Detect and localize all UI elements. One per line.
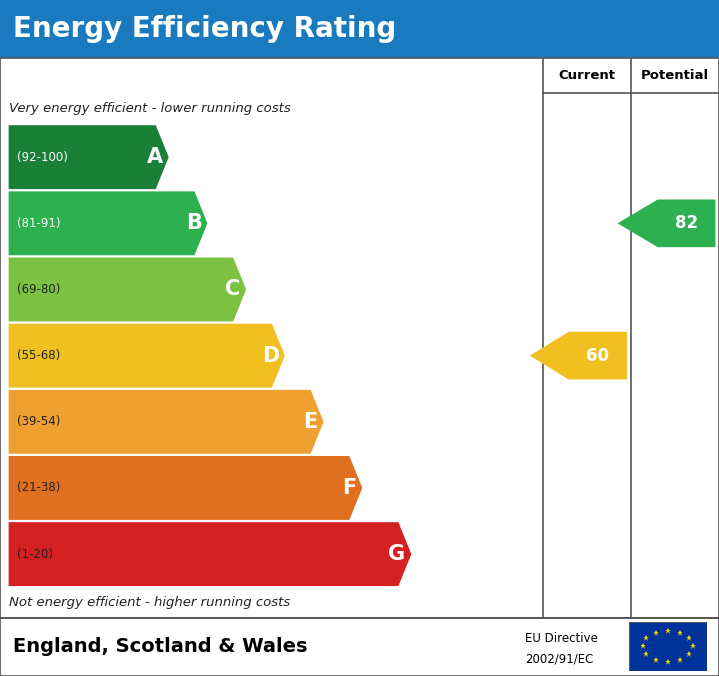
Polygon shape [9, 324, 285, 387]
Polygon shape [9, 522, 411, 586]
Polygon shape [9, 456, 362, 520]
Text: Current: Current [558, 69, 615, 82]
Polygon shape [9, 258, 246, 322]
Text: Energy Efficiency Rating: Energy Efficiency Rating [13, 15, 396, 43]
Text: F: F [342, 478, 357, 498]
Text: 82: 82 [675, 214, 698, 233]
Text: C: C [225, 279, 240, 299]
Text: E: E [303, 412, 318, 432]
Text: (81-91): (81-91) [17, 217, 61, 230]
Polygon shape [9, 191, 207, 256]
Polygon shape [618, 199, 715, 247]
Text: (21-38): (21-38) [17, 481, 60, 494]
Text: A: A [147, 147, 163, 167]
Text: (1-20): (1-20) [17, 548, 53, 560]
Polygon shape [530, 332, 627, 379]
Text: G: G [388, 544, 406, 564]
Text: Not energy efficient - higher running costs: Not energy efficient - higher running co… [9, 596, 290, 609]
Text: D: D [262, 345, 279, 366]
Text: EU Directive: EU Directive [525, 632, 597, 645]
Text: (92-100): (92-100) [17, 151, 68, 164]
Polygon shape [9, 390, 324, 454]
Text: Potential: Potential [641, 69, 709, 82]
Text: Very energy efficient - lower running costs: Very energy efficient - lower running co… [9, 102, 290, 115]
Text: (39-54): (39-54) [17, 415, 60, 429]
Text: 2002/91/EC: 2002/91/EC [525, 652, 593, 665]
Text: England, Scotland & Wales: England, Scotland & Wales [13, 637, 308, 656]
Text: (69-80): (69-80) [17, 283, 60, 296]
Polygon shape [9, 125, 169, 189]
Text: (55-68): (55-68) [17, 349, 60, 362]
Text: 60: 60 [586, 347, 609, 364]
Text: B: B [186, 214, 201, 233]
